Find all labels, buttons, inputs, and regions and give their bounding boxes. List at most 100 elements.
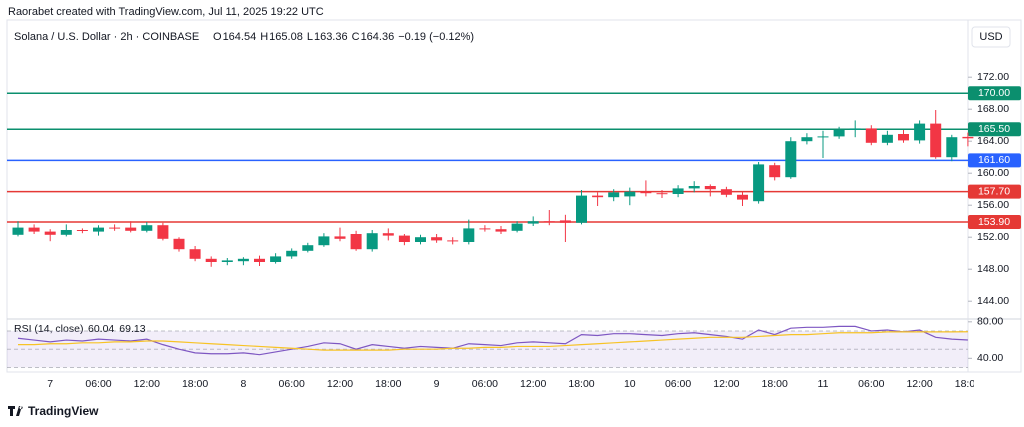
ohlc-value: 165.08 xyxy=(269,31,303,43)
x-tick-label: 06:00 xyxy=(472,378,498,390)
y-tick-label: 40.00 xyxy=(977,352,1003,364)
candle-body xyxy=(753,164,765,202)
rsi-line xyxy=(18,331,968,351)
ohlc-label: H xyxy=(260,31,268,43)
level-label: 161.60 xyxy=(978,154,1010,166)
candle-body xyxy=(270,256,282,262)
candle-body xyxy=(881,134,893,143)
rsi-line xyxy=(17,325,968,356)
level-tag xyxy=(968,215,1021,229)
candle-body xyxy=(720,189,732,195)
candle-body xyxy=(350,234,362,250)
candle-body xyxy=(833,130,845,137)
candle-body xyxy=(737,194,748,200)
candle-body xyxy=(318,236,330,246)
candle-body xyxy=(543,221,555,223)
candle-body xyxy=(865,128,877,143)
symbol: Solana / U.S. Dollar · 2h · COINBASE xyxy=(14,31,199,43)
candle-body xyxy=(205,258,217,262)
logo-icon xyxy=(8,406,23,416)
level-label: 165.50 xyxy=(978,123,1010,135)
x-tick-label: 12:00 xyxy=(906,378,932,390)
x-tick-label: 12:00 xyxy=(713,378,739,390)
candle-body xyxy=(93,227,104,232)
candle-body xyxy=(447,240,459,242)
ohlc-readout: O 164.54 H 165.08 L 163.36 C 164.36 −0.19 (−0.12… xyxy=(213,31,474,43)
ohlc-label: C xyxy=(352,31,360,43)
candle-body xyxy=(141,225,153,231)
candle-body xyxy=(946,137,958,158)
y-tick-label: 148.00 xyxy=(977,263,1009,275)
candle-body xyxy=(125,227,137,231)
candle-body xyxy=(656,193,668,195)
x-tick-label: 11 xyxy=(818,378,829,390)
currency-button[interactable] xyxy=(971,26,1011,48)
y-tick-label: 160.00 xyxy=(977,167,1009,179)
candle-body xyxy=(334,236,346,239)
candle-body xyxy=(12,227,24,235)
currency: USD xyxy=(979,31,1002,43)
candle-body xyxy=(624,191,636,197)
x-tick-label: 12:00 xyxy=(520,378,546,390)
x-tick-label: 18:00 xyxy=(182,378,208,390)
candle-body xyxy=(286,250,298,257)
candle-body xyxy=(559,220,571,223)
y-tick-label: 168.00 xyxy=(977,103,1009,115)
candle-body xyxy=(479,228,491,230)
candle-body xyxy=(785,141,797,178)
level-tag xyxy=(968,86,1021,101)
caption: Raorabet created with TradingView.com, J… xyxy=(8,6,324,18)
x-tick-label: 18:00 xyxy=(375,378,401,390)
logo-text: TradingView xyxy=(28,404,99,418)
y-tick-label: 156.00 xyxy=(977,199,1009,211)
candle-body xyxy=(173,238,185,250)
x-tick-label: 18:00 xyxy=(762,378,788,390)
candle-body xyxy=(592,195,604,198)
candle-body xyxy=(254,258,265,262)
x-tick-label: 12:00 xyxy=(134,378,160,390)
candle-body xyxy=(914,123,926,141)
level-label: 157.70 xyxy=(978,185,1010,197)
candle-body xyxy=(237,258,249,262)
price-change: −0.19 (−0.12%) xyxy=(398,31,474,43)
x-tick-label: 18:00 xyxy=(955,378,981,390)
x-tick-label: 8 xyxy=(240,378,246,390)
rsi-value: 69.13 xyxy=(119,323,145,335)
level-label: 153.90 xyxy=(978,216,1010,228)
candle-body xyxy=(415,237,426,242)
x-tick-label: 12:00 xyxy=(327,378,353,390)
candle-body xyxy=(704,186,716,190)
candle-body xyxy=(801,137,813,142)
candle-body xyxy=(511,223,523,231)
y-tick-label: 164.00 xyxy=(977,135,1009,147)
ohlc-value: 163.36 xyxy=(314,31,348,43)
candle-body xyxy=(302,245,314,251)
x-tick-label: 06:00 xyxy=(279,378,305,390)
level-tag xyxy=(968,122,1021,137)
rsi-band-fill xyxy=(7,330,968,368)
candle-body xyxy=(431,237,443,241)
candle-body xyxy=(527,221,539,224)
candle-body xyxy=(60,230,72,235)
logo: TradingView xyxy=(8,404,99,418)
ohlc-value: 164.36 xyxy=(361,31,395,43)
rsi-title: RSI (14, close) xyxy=(14,323,83,335)
ohlc-label: O xyxy=(213,31,222,43)
candle-body xyxy=(930,123,942,158)
candle-body xyxy=(962,136,974,139)
x-axis: 7 06:00 12:00 18:00 8 06:00 12:00 18:00 9 06:00 12… xyxy=(47,378,981,390)
level-tag xyxy=(968,184,1021,199)
y-tick-label: 172.00 xyxy=(977,71,1009,83)
candle-body xyxy=(463,228,475,242)
x-tick-label: 10 xyxy=(624,378,636,390)
candle-body xyxy=(221,260,233,262)
y-tick-label: 152.00 xyxy=(977,231,1009,243)
candle-body xyxy=(366,233,378,250)
level-tag xyxy=(968,153,1021,168)
candle-body xyxy=(817,136,829,138)
candle-body xyxy=(189,249,201,259)
candle-body xyxy=(640,191,652,194)
candle-body xyxy=(608,192,620,198)
